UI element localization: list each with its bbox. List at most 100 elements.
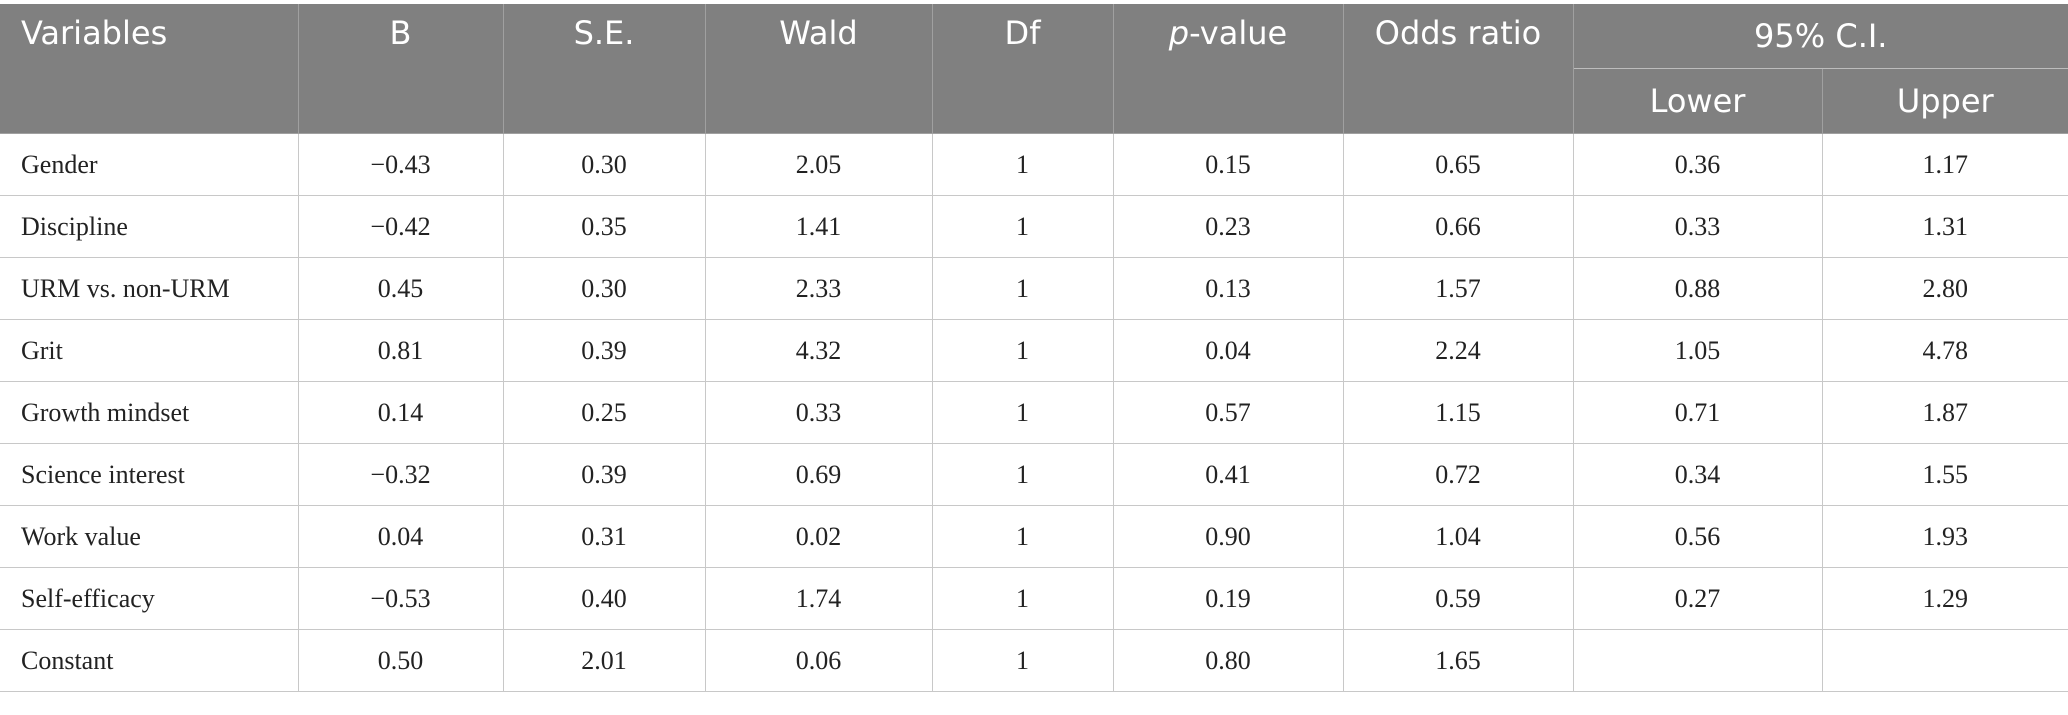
odds-ratio-value: 0.66	[1342, 195, 1574, 258]
se-value: 0.35	[502, 195, 706, 258]
table-row: URM vs. non-URM 0.45 0.30 2.33 1 0.13 1.57 0.88…	[0, 257, 2068, 320]
wald-value: 1.41	[704, 195, 933, 258]
table-row: Constant 0.50 2.01 0.06 1 0.80 1.65	[0, 629, 2068, 692]
variable-name: Growth mindset	[0, 381, 299, 444]
variable-name: URM vs. non-URM	[0, 257, 299, 320]
header-ci-upper: Upper	[1821, 68, 2068, 134]
variable-name: Constant	[0, 629, 299, 692]
p-value: 0.04	[1112, 319, 1344, 382]
table-row: Self-efficacy −0.53 0.40 1.74 1 0.19 0.59 0.27 1…	[0, 567, 2068, 630]
se-value: 0.40	[502, 567, 706, 630]
odds-ratio-value: 0.72	[1342, 443, 1574, 506]
ci-lower-value: 0.88	[1572, 257, 1823, 320]
variable-name: Self-efficacy	[0, 567, 299, 630]
variable-name: Gender	[0, 133, 299, 196]
table-row: Growth mindset 0.14 0.25 0.33 1 0.57 1.15 0.71 1…	[0, 381, 2068, 444]
b-value: 0.14	[297, 381, 504, 444]
p-value: 0.23	[1112, 195, 1344, 258]
table-row: Grit 0.81 0.39 4.32 1 0.04 2.24 1.05 4.78	[0, 319, 2068, 382]
header-b: B	[297, 4, 504, 134]
ci-lower-value: 0.33	[1572, 195, 1823, 258]
logistic-regression-table: Variables B S.E. Wald Df p-value Odds ra…	[0, 4, 2068, 692]
se-value: 0.39	[502, 319, 706, 382]
se-value: 0.30	[502, 257, 706, 320]
odds-ratio-value: 1.15	[1342, 381, 1574, 444]
df-value: 1	[931, 443, 1114, 506]
variable-name: Grit	[0, 319, 299, 382]
b-value: −0.32	[297, 443, 504, 506]
header-wald: Wald	[704, 4, 933, 134]
p-value: 0.90	[1112, 505, 1344, 568]
header-df: Df	[931, 4, 1114, 134]
table-row: Gender −0.43 0.30 2.05 1 0.15 0.65 0.36 1.17	[0, 133, 2068, 196]
se-value: 0.39	[502, 443, 706, 506]
wald-value: 1.74	[704, 567, 933, 630]
odds-ratio-value: 1.65	[1342, 629, 1574, 692]
variable-name: Science interest	[0, 443, 299, 506]
ci-lower-value: 0.34	[1572, 443, 1823, 506]
se-value: 0.31	[502, 505, 706, 568]
df-value: 1	[931, 567, 1114, 630]
b-value: 0.81	[297, 319, 504, 382]
wald-value: 0.33	[704, 381, 933, 444]
b-value: 0.45	[297, 257, 504, 320]
table-body: Gender −0.43 0.30 2.05 1 0.15 0.65 0.36 1.17 Disc…	[0, 133, 2068, 692]
se-value: 0.25	[502, 381, 706, 444]
p-value: 0.80	[1112, 629, 1344, 692]
se-value: 0.30	[502, 133, 706, 196]
variable-name: Work value	[0, 505, 299, 568]
header-p-rest: -value	[1189, 14, 1288, 52]
p-value: 0.57	[1112, 381, 1344, 444]
p-value: 0.41	[1112, 443, 1344, 506]
table-row: Work value 0.04 0.31 0.02 1 0.90 1.04 0.56 1.93	[0, 505, 2068, 568]
wald-value: 2.33	[704, 257, 933, 320]
df-value: 1	[931, 381, 1114, 444]
df-value: 1	[931, 133, 1114, 196]
df-value: 1	[931, 629, 1114, 692]
ci-upper-value: 1.55	[1821, 443, 2068, 506]
p-value: 0.19	[1112, 567, 1344, 630]
df-value: 1	[931, 257, 1114, 320]
odds-ratio-value: 2.24	[1342, 319, 1574, 382]
header-se: S.E.	[502, 4, 706, 134]
ci-lower-value: 0.36	[1572, 133, 1823, 196]
odds-ratio-value: 0.65	[1342, 133, 1574, 196]
table-row: Science interest −0.32 0.39 0.69 1 0.41 0.72 0.…	[0, 443, 2068, 506]
b-value: −0.53	[297, 567, 504, 630]
header-p-value: p-value	[1112, 4, 1344, 134]
ci-upper-value: 4.78	[1821, 319, 2068, 382]
ci-lower-value	[1572, 629, 1823, 692]
b-value: 0.04	[297, 505, 504, 568]
header-ci-lower: Lower	[1573, 68, 1823, 134]
header-row-top: Variables B S.E. Wald Df p-value Odds ra…	[0, 4, 2068, 134]
ci-lower-value: 0.27	[1572, 567, 1823, 630]
header-ci-group: 95% C.I.	[1572, 4, 2068, 69]
wald-value: 2.05	[704, 133, 933, 196]
ci-upper-value: 1.17	[1821, 133, 2068, 196]
odds-ratio-value: 0.59	[1342, 567, 1574, 630]
header-row-bottom: Lower Upper	[0, 68, 2068, 134]
p-value: 0.13	[1112, 257, 1344, 320]
b-value: 0.50	[297, 629, 504, 692]
b-value: −0.43	[297, 133, 504, 196]
odds-ratio-value: 1.57	[1342, 257, 1574, 320]
variable-name: Discipline	[0, 195, 299, 258]
se-value: 2.01	[502, 629, 706, 692]
wald-value: 0.06	[704, 629, 933, 692]
p-value: 0.15	[1112, 133, 1344, 196]
table-header: Variables B S.E. Wald Df p-value Odds ra…	[0, 4, 2068, 134]
ci-upper-value: 1.87	[1821, 381, 2068, 444]
df-value: 1	[931, 195, 1114, 258]
wald-value: 4.32	[704, 319, 933, 382]
header-p-italic: p	[1168, 14, 1190, 52]
header-variables: Variables	[0, 4, 299, 134]
odds-ratio-value: 1.04	[1342, 505, 1574, 568]
ci-upper-value: 1.29	[1821, 567, 2068, 630]
ci-upper-value: 2.80	[1821, 257, 2068, 320]
wald-value: 0.69	[704, 443, 933, 506]
ci-upper-value	[1821, 629, 2068, 692]
df-value: 1	[931, 319, 1114, 382]
ci-upper-value: 1.93	[1821, 505, 2068, 568]
df-value: 1	[931, 505, 1114, 568]
ci-lower-value: 0.71	[1572, 381, 1823, 444]
